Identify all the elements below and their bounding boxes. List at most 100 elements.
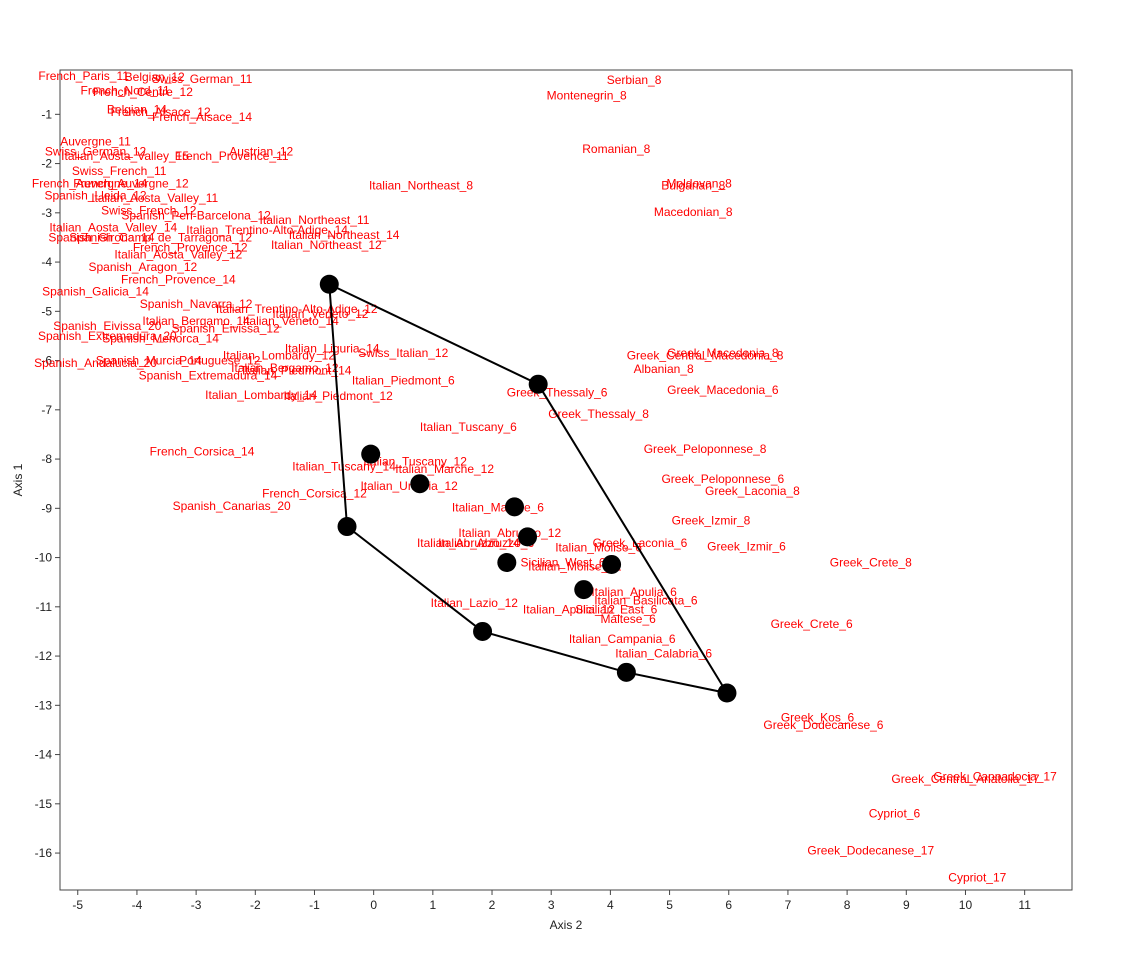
point-label: Greek_Macedonia_6 (667, 383, 779, 397)
x-tick-label: 10 (959, 898, 973, 912)
y-tick-label: -7 (41, 403, 52, 417)
point-label: Montenegrin_8 (547, 89, 627, 103)
x-tick-label: 0 (370, 898, 377, 912)
point-label: Italian_Tuscany_6 (420, 420, 517, 434)
y-axis-title: Axis 1 (11, 463, 25, 496)
y-tick-label: -12 (35, 649, 53, 663)
point-label: Spanish_Extremadura_14 (139, 368, 278, 382)
point-label: Italian_Aosta_Valley_15 (61, 149, 189, 163)
point-label: Italian_Northeast_12 (271, 238, 382, 252)
x-tick-label: 9 (903, 898, 910, 912)
point-labels: French_Paris_11 Swiss_German_11Belgian_12… (32, 69, 1057, 885)
hull-markers (319, 274, 737, 703)
x-tick-label: -1 (309, 898, 320, 912)
point-label: Italian_Piedmont_14 (242, 363, 352, 377)
y-tick-label: -10 (35, 551, 53, 565)
point-label: Italian_Aosta_Valley_11 (91, 191, 218, 205)
point-label: Greek_Crete_6 (771, 617, 853, 631)
hull-marker (717, 683, 737, 703)
point-label: Italian_Tuscany_14 (292, 459, 396, 473)
hull-marker (319, 274, 339, 294)
point-label: Greek_Cappadocia_17 (933, 770, 1057, 784)
point-label: Greek_Izmir_6 (707, 540, 786, 554)
point-label: Belgian_14 (107, 102, 167, 116)
hull-marker (616, 662, 636, 682)
point-label: Serbian_8 (607, 73, 662, 87)
point-label: Italian_Liguria_14 (285, 341, 380, 355)
point-label: Maltese_6 (600, 612, 656, 626)
point-label: Italian_Abruzzo_14 (417, 536, 520, 550)
point-label: Greek_Macedonia_8 (667, 346, 779, 360)
point-label: Italian_Piedmont_6 (352, 373, 455, 387)
x-tick-label: 2 (489, 898, 496, 912)
point-label: Italian_Calabria_6 (615, 647, 712, 661)
y-tick-label: -16 (35, 846, 53, 860)
x-tick-label: 3 (548, 898, 555, 912)
point-label: Swiss_German_12 (45, 144, 147, 158)
y-tick-label: -5 (41, 304, 52, 318)
point-label: Italian_Tuscany_12 (363, 455, 467, 469)
hull-marker (505, 497, 525, 517)
point-label: French_Provence_12 (133, 240, 248, 254)
x-tick-label: 6 (725, 898, 732, 912)
y-tick-label: -6 (41, 354, 52, 368)
x-tick-label: 11 (1018, 898, 1031, 912)
point-label: Italian_Northeast_8 (369, 179, 473, 193)
point-label: Spanish_Lleida_12 (44, 189, 146, 203)
point-label: Spanish_Girona_14 (48, 230, 154, 244)
point-label: Italian_Molise_6 (555, 541, 642, 555)
point-label: Greek_Peloponnese_6 (661, 472, 784, 486)
y-tick-label: -4 (41, 255, 52, 269)
hull-marker (361, 444, 381, 464)
point-label: Bulgarian_8 (661, 179, 725, 193)
point-label: Auvergne_11 (60, 134, 131, 148)
point-label: Greek_Thessaly_6 (507, 386, 608, 400)
x-tick-label: 1 (429, 898, 436, 912)
point-label: Greek_Central_Anatolia_17 (891, 772, 1039, 786)
hull-marker (473, 621, 493, 641)
hull-marker (497, 552, 517, 572)
point-label: French_Auvergne_14 (32, 176, 148, 190)
point-label: Spanish_Aragon_12 (88, 260, 197, 274)
x-tick-label: -2 (250, 898, 261, 912)
hull-marker (518, 527, 538, 547)
point-label: Spanish_Canarias_20 (173, 499, 291, 513)
hull-marker (574, 580, 594, 600)
point-label: Greek_Laconia_8 (705, 484, 800, 498)
point-label: Sicilian_West_6 (520, 555, 605, 569)
point-label: French_Auvergne_12 (73, 176, 189, 190)
point-label: French_Alsace_14 (152, 110, 252, 124)
point-label: Italian_Marche_6 (452, 500, 544, 514)
point-label: Italian_Aosta_Valley_14 (49, 221, 177, 235)
point-label: Italian_Bergamo_14 (142, 314, 250, 328)
y-tick-label: -3 (41, 206, 52, 220)
point-label: Italian_Lombardy_14 (205, 388, 317, 402)
x-tick-label: -5 (72, 898, 83, 912)
x-tick-label: -4 (132, 898, 143, 912)
point-label: Italian_Apulia_6 (591, 585, 677, 599)
point-label: Swiss_French_11 (72, 164, 167, 178)
point-label: Italian_Abruzzo_6 (438, 536, 534, 550)
point-label: Spanish_Eivissa_12 (172, 322, 280, 336)
point-label: French_Corsica_12 (262, 487, 367, 501)
x-axis: -5 -4 -3 -2 -1 0 1 2 3 4 5 6 7 8 9 10 11 (72, 890, 1031, 912)
point-label: Italian_Trentino-Alto-Adige_14 (186, 223, 348, 237)
point-label: Italian_Northeast_11 (260, 213, 370, 227)
point-label: French_Centre_12 (93, 85, 193, 99)
point-label: Greek_Kos_6 (781, 711, 855, 725)
x-tick-label: -3 (191, 898, 202, 912)
point-label: Italian_Marche_12 (395, 462, 494, 476)
point-label: Moldovan_8 (666, 176, 732, 190)
y-tick-label: -2 (41, 157, 52, 171)
y-tick-label: -9 (41, 501, 52, 515)
point-label: Spanish_Andalucia_20 (34, 356, 157, 370)
point-label: French_Provence_11 (175, 149, 289, 163)
point-label: French_Provence_14 (121, 272, 236, 286)
point-label: Italian_Umbria_12 (360, 479, 458, 493)
point-label: Albanian_8 (634, 362, 694, 376)
point-label: Italian_Trentino-Alto-Adige_12 (216, 302, 378, 316)
point-label: Portuguese_12 (179, 354, 261, 368)
point-label: Swiss_French_12 (101, 203, 197, 217)
hull-marker (337, 517, 357, 537)
